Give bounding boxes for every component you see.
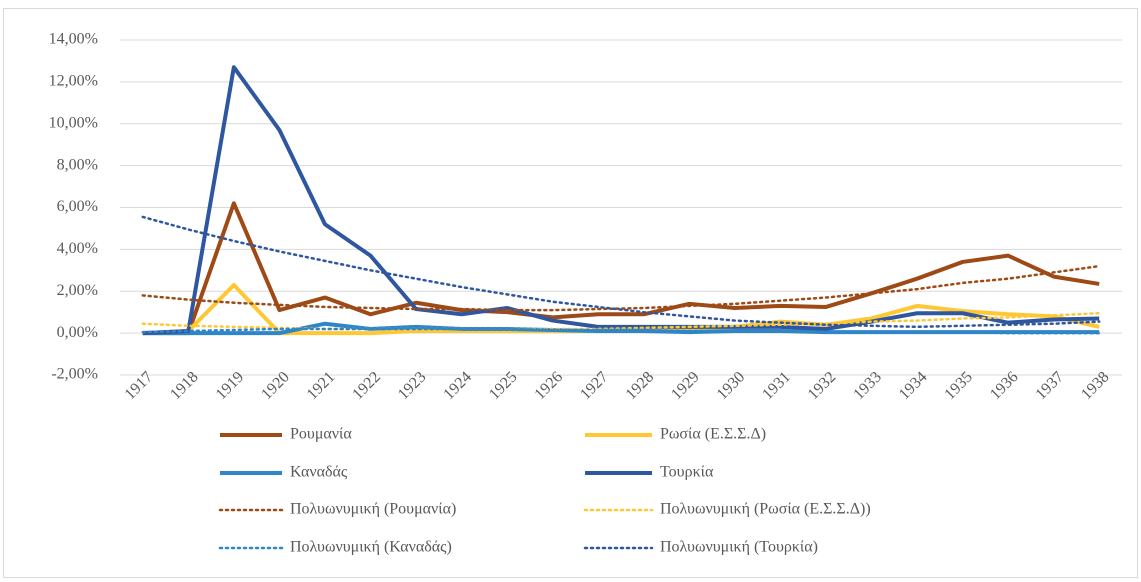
y-tick-label: 12,00%: [49, 73, 98, 90]
y-tick-label: 6,00%: [57, 198, 98, 215]
legend-label: Ρωσία (Ε.Σ.Σ.Δ): [660, 426, 766, 443]
legend-label: Τουρκία: [660, 464, 714, 481]
legend-label: Ρουμανία: [290, 426, 352, 443]
series-line: [141, 327, 1101, 335]
series-line: [141, 311, 1101, 331]
y-tick-label: 10,00%: [49, 114, 98, 131]
legend-label: Καναδάς: [290, 464, 348, 481]
legend-label: Πολυωνυμική (Καναδάς): [290, 539, 452, 556]
y-tick-label: -2,00%: [51, 366, 98, 383]
series-line: [142, 201, 1100, 336]
series-line: [141, 264, 1101, 312]
chart-frame: [3, 8, 1138, 578]
series-line: [142, 65, 1100, 336]
y-tick-label: 4,00%: [57, 240, 98, 257]
legend-label: Πολυωνυμική (Τουρκία): [660, 539, 818, 556]
y-tick-label: 0,00%: [57, 324, 98, 341]
legend-label: Πολυωνυμική (Ρωσία (Ε.Σ.Σ.Δ)): [660, 501, 871, 518]
y-tick-label: 14,00%: [49, 31, 98, 48]
series-line: [141, 215, 1101, 329]
y-tick-label: 8,00%: [57, 156, 98, 173]
y-tick-label: 2,00%: [57, 282, 98, 299]
legend-label: Πολυωνυμική (Ρουμανία): [290, 501, 456, 518]
